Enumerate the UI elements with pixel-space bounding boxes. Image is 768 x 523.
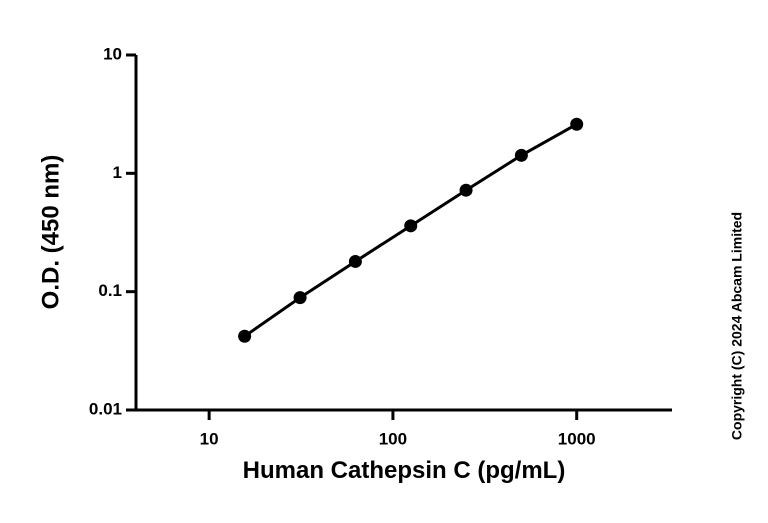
data-point [459, 183, 473, 197]
y-tick-label: 0.1 [98, 281, 122, 300]
data-point [404, 219, 418, 233]
y-tick-label: 10 [103, 44, 122, 63]
data-point [514, 148, 528, 162]
data-point [293, 291, 307, 305]
data-point [348, 254, 362, 268]
x-tick-label: 1000 [558, 429, 596, 448]
data-point [238, 329, 252, 343]
copyright: Copyright (C) 2024 Abcam Limited [729, 212, 745, 440]
x-tick-label: 10 [200, 429, 219, 448]
y-tick-label: 1 [113, 163, 122, 182]
data-point [570, 117, 584, 131]
y-tick-label: 0.01 [89, 399, 122, 418]
y-axis-title: O.D. (450 nm) [37, 155, 64, 310]
x-axis-title: Human Cathepsin C (pg/mL) [243, 457, 566, 484]
x-tick-label: 100 [379, 429, 407, 448]
